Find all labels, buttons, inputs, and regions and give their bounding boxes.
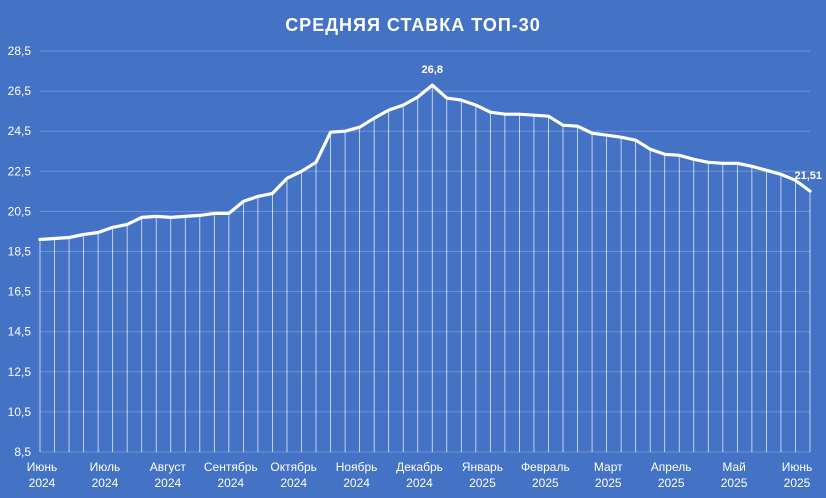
y-tick-label: 24,5 bbox=[8, 124, 32, 138]
x-tick-month: Февраль bbox=[521, 460, 570, 474]
chart-title: СРЕДНЯЯ СТАВКА ТОП-30 bbox=[285, 15, 541, 35]
y-tick-label: 8,5 bbox=[14, 445, 31, 459]
x-tick-month: Ноябрь bbox=[336, 460, 378, 474]
x-tick-year: 2024 bbox=[280, 476, 307, 490]
y-tick-label: 22,5 bbox=[8, 164, 32, 178]
x-tick-year: 2024 bbox=[154, 476, 181, 490]
x-tick-month: Апрель bbox=[651, 460, 692, 474]
data-label: 26,8 bbox=[422, 64, 443, 76]
x-tick-year: 2025 bbox=[532, 476, 559, 490]
y-axis: 28,5 26,5 24,5 22,5 20,5 18,5 16,5 14,5 12,5 10,5… bbox=[8, 44, 32, 459]
x-tick-year: 2025 bbox=[595, 476, 622, 490]
x-tick-year: 2025 bbox=[721, 476, 748, 490]
x-tick-year: 2025 bbox=[658, 476, 685, 490]
x-tick-month: Октябрь bbox=[270, 460, 317, 474]
x-tick-month: Декабрь bbox=[396, 460, 443, 474]
series-line bbox=[38, 83, 812, 242]
x-tick-year: 2024 bbox=[92, 476, 119, 490]
x-tick-month: Март bbox=[594, 460, 623, 474]
x-tick-year: 2024 bbox=[406, 476, 433, 490]
y-tick-label: 10,5 bbox=[8, 405, 32, 419]
x-tick-year: 2024 bbox=[343, 476, 370, 490]
x-tick-year: 2025 bbox=[784, 476, 811, 490]
x-tick-month: Сентябрь bbox=[204, 460, 258, 474]
x-axis: Июнь 2024 Июль 2024 Август 2024 Сентябрь 2024 Ок… bbox=[27, 460, 813, 490]
y-tick-label: 20,5 bbox=[8, 204, 32, 218]
x-tick-month: Июнь bbox=[27, 460, 58, 474]
gridlines bbox=[40, 50, 810, 453]
data-labels: 26,8 21,51 bbox=[422, 64, 822, 182]
y-tick-label: 12,5 bbox=[8, 365, 32, 379]
drop-lines bbox=[39, 85, 811, 452]
x-tick-month: Август bbox=[150, 460, 187, 474]
x-tick-month: Июль bbox=[90, 460, 121, 474]
x-tick-month: Январь bbox=[462, 460, 503, 474]
x-tick-year: 2024 bbox=[217, 476, 244, 490]
x-tick-month: Май bbox=[722, 460, 746, 474]
series-line-group bbox=[38, 83, 812, 242]
x-tick-month: Июнь bbox=[782, 460, 813, 474]
y-tick-label: 28,5 bbox=[8, 44, 32, 58]
data-label: 21,51 bbox=[794, 170, 822, 182]
y-tick-label: 26,5 bbox=[8, 84, 32, 98]
y-tick-label: 18,5 bbox=[8, 245, 32, 259]
x-tick-year: 2025 bbox=[469, 476, 496, 490]
x-tick-year: 2024 bbox=[29, 476, 56, 490]
y-tick-label: 14,5 bbox=[8, 325, 32, 339]
y-tick-label: 16,5 bbox=[8, 285, 32, 299]
